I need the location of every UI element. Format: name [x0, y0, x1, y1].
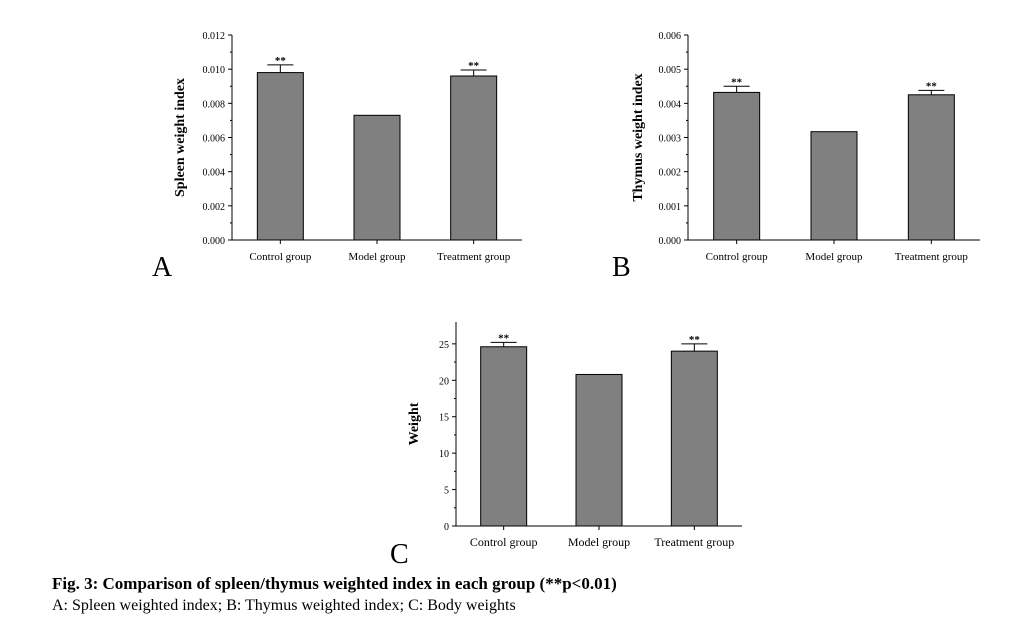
y-tick-label: 0.008 [203, 99, 226, 110]
significance-label: ** [926, 80, 938, 92]
y-tick-label: 20 [439, 376, 449, 387]
bar [907, 94, 955, 241]
bar [256, 72, 304, 241]
x-category-label: Control group [706, 251, 769, 263]
x-category-label: Control group [470, 535, 538, 549]
y-tick-label: 0 [444, 522, 449, 533]
chart-panel-b: 0.000 0.001 0.002 0.003 0.004 0.005 0.006 ** Con… [610, 20, 990, 270]
y-axis-label: Thymus weight index [631, 73, 646, 201]
y-tick-label: 0.006 [659, 31, 682, 42]
significance-label: ** [689, 334, 701, 346]
significance-label: ** [468, 60, 480, 72]
x-category-label: Treatment group [437, 251, 511, 263]
y-tick-label: 0.012 [203, 31, 226, 42]
bar [575, 373, 623, 527]
chart-panel-a: 0.000 0.002 0.004 0.006 0.008 0.010 0.012 ** Con… [150, 20, 530, 270]
y-tick-label: 0.003 [659, 134, 682, 145]
y-axis-label: Spleen weight index [173, 78, 188, 197]
y-tick-label: 0.002 [203, 202, 226, 213]
y-tick-label: 0.000 [203, 236, 226, 247]
panel-label-a: A [152, 252, 173, 283]
body-weight-bar-chart: 0 5 10 15 20 25 ** Control group Model group ** Tr… [407, 322, 742, 549]
caption-subtitle: A: Spleen weighted index; B: Thymus weig… [52, 597, 516, 614]
panel-label-c: C [390, 539, 409, 570]
x-category-label: Treatment group [895, 251, 969, 263]
bar [480, 346, 528, 527]
y-tick-label: 0.001 [659, 202, 682, 213]
caption-title: Fig. 3: Comparison of spleen/thymus weig… [52, 574, 617, 593]
chart-panel-c: 0 5 10 15 20 25 ** Control group Model group ** Tr… [390, 305, 760, 565]
bar [713, 91, 761, 241]
y-tick-label: 0.002 [659, 168, 682, 179]
y-tick-label: 0.000 [659, 236, 682, 247]
significance-label: ** [275, 55, 287, 67]
y-tick-label: 0.010 [203, 65, 226, 76]
y-tick-label: 5 [444, 486, 449, 497]
x-category-label: Treatment group [654, 535, 734, 549]
figure-caption: Fig. 3: Comparison of spleen/thymus weig… [52, 573, 1012, 617]
y-tick-label: 0.006 [203, 134, 226, 145]
y-tick-label: 15 [439, 413, 449, 424]
bar [353, 114, 401, 241]
bar [450, 75, 498, 241]
y-tick-label: 25 [439, 340, 449, 351]
y-tick-label: 0.004 [659, 99, 682, 110]
y-axis-label: Weight [407, 402, 422, 445]
bar [670, 350, 718, 527]
x-category-label: Model group [348, 251, 406, 263]
significance-label: ** [498, 332, 510, 344]
spleen-index-bar-chart: 0.000 0.002 0.004 0.006 0.008 0.010 0.012 ** Con… [173, 31, 522, 263]
bar [810, 131, 858, 241]
significance-label: ** [731, 76, 743, 88]
panel-label-b: B [612, 252, 631, 283]
y-tick-label: 10 [439, 449, 449, 460]
y-tick-label: 0.005 [659, 65, 682, 76]
y-tick-label: 0.004 [203, 168, 226, 179]
x-category-label: Model group [805, 251, 863, 263]
thymus-index-bar-chart: 0.000 0.001 0.002 0.003 0.004 0.005 0.006 ** Con… [631, 31, 980, 263]
x-category-label: Control group [249, 251, 312, 263]
x-category-label: Model group [568, 535, 630, 549]
